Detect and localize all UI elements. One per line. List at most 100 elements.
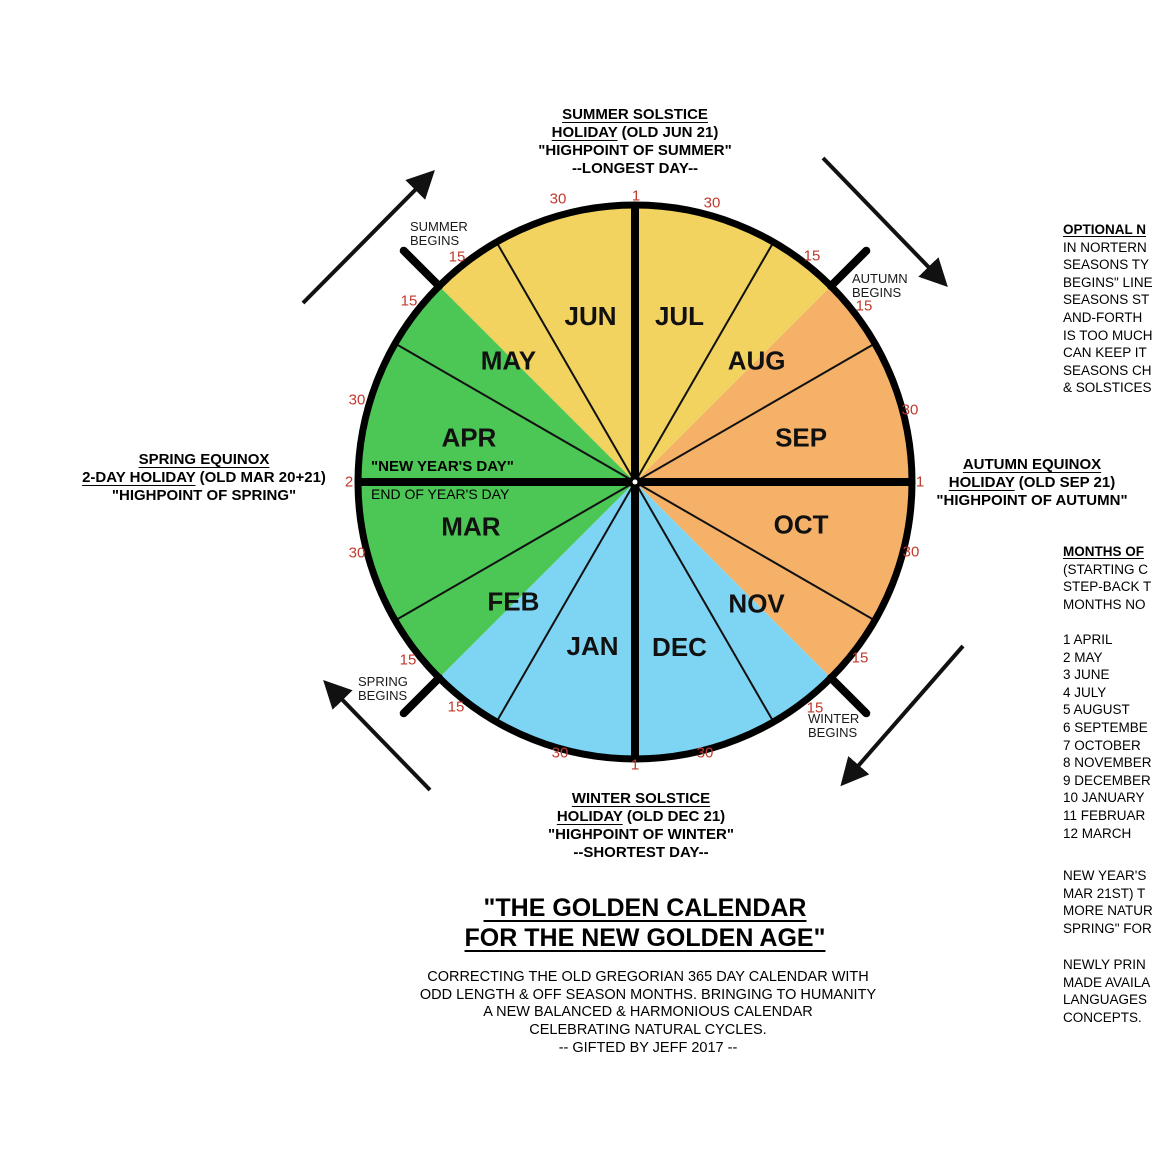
footer-line-3: A NEW BALANCED & HARMONIOUS CALENDAR <box>483 1004 813 1021</box>
month-labels: JUL AUG SEP OCT NOV DEC JAN FEB MAR APR … <box>441 301 828 662</box>
spring-begins-tick <box>399 673 444 718</box>
optional-note-line: & SOLSTICES <box>1063 380 1152 396</box>
spring-equinox-block: SPRING EQUINOX 2-DAY HOLIDAY (OLD MAR 20… <box>44 451 364 505</box>
day-30-jul: 30 <box>704 195 721 212</box>
winter-begins-tick <box>826 673 871 718</box>
title-line-2: FOR THE NEW GOLDEN AGE" <box>464 924 826 952</box>
center-dot <box>632 479 638 485</box>
end-of-years-day-label: END OF YEAR'S DAY <box>371 486 510 502</box>
month-sep: SEP <box>775 423 827 453</box>
autumn-holiday-word: HOLIDAY <box>948 474 1015 491</box>
month-apr: APR <box>441 423 496 453</box>
footer-line-2: ODD LENGTH & OFF SEASON MONTHS. BRINGING… <box>419 986 877 1003</box>
autumn-begins-tick <box>826 246 871 291</box>
day-numbers: 30 1 30 15 15 15 15 30 1 30 15 15 30 1 3… <box>345 188 924 774</box>
new-years-note-line: MAR 21ST) T <box>1063 885 1146 901</box>
footer-line-1: CORRECTING THE OLD GREGORIAN 365 DAY CAL… <box>427 969 869 985</box>
new-years-note-line: NEW YEAR'S <box>1063 868 1147 883</box>
summer-highpoint-line: "HIGHPOINT OF SUMMER" <box>538 142 732 159</box>
months-of-heading: MONTHS OF <box>1063 544 1144 559</box>
day-1-autumn-equinox: 1 <box>916 474 924 491</box>
newly-printed-line: CONCEPTS. <box>1063 1009 1142 1025</box>
day-15-winter-lower: 15 <box>807 700 824 717</box>
day-15-spring-lower: 15 <box>448 699 465 716</box>
clockwise-arrow-bottom-right-icon <box>840 644 965 787</box>
month-jul: JUL <box>655 301 704 331</box>
autumn-begins-label-1: AUTUMN <box>852 271 908 286</box>
wheel-outline <box>354 201 916 763</box>
month-list-item: 11 FEBRUAR <box>1063 807 1146 823</box>
month-list-item: 2 MAY <box>1063 649 1103 665</box>
autumn-holiday-rest: (OLD SEP 21) <box>1014 474 1116 491</box>
month-list-item: 6 SEPTEMBE <box>1063 719 1148 735</box>
month-list-item: 9 DECEMBER <box>1063 772 1151 788</box>
winter-holiday-rest: (OLD DEC 21) <box>622 808 726 825</box>
month-list-item: 4 JULY <box>1063 684 1107 700</box>
spring-equinox-title: SPRING EQUINOX <box>138 451 270 468</box>
day-1-summer-solstice: 1 <box>632 188 640 205</box>
footer-line-4: CELEBRATING NATURAL CYCLES. <box>529 1022 767 1039</box>
months-of-block: MONTHS OF (STARTING C STEP-BACK T MONTHS… <box>1063 543 1159 842</box>
spacer <box>1063 613 1159 631</box>
autumn-equinox-title: AUTUMN EQUINOX <box>962 456 1102 473</box>
spring-begins-label-1: SPRING <box>358 674 408 689</box>
summer-solstice-block: SUMMER SOLSTICE HOLIDAY (OLD JUN 21) "HI… <box>435 106 835 178</box>
season-ticks <box>399 246 871 718</box>
season-begins-labels: SUMMER BEGINS AUTUMN BEGINS SPRING BEGIN… <box>358 219 908 740</box>
optional-note-line: SEASONS CH <box>1063 362 1152 378</box>
title-line-1: "THE GOLDEN CALENDAR <box>483 894 807 922</box>
optional-note-block: OPTIONAL N IN NORTERN SEASONS TY BEGINS"… <box>1063 221 1159 397</box>
day-30-mar: 30 <box>349 545 366 562</box>
day-15-summer-upper: 15 <box>449 249 466 266</box>
new-years-note-line: MORE NATUR <box>1063 903 1153 919</box>
optional-note-line: BEGINS" LINE <box>1063 274 1153 290</box>
month-list-item: 3 JUNE <box>1063 667 1110 683</box>
clockwise-arrow-top-right-icon <box>821 156 948 288</box>
day-30-dec: 30 <box>697 745 714 762</box>
spring-equinox-holiday-line: 2-DAY HOLIDAY (OLD MAR 20+21) <box>44 469 364 487</box>
footer-description: CORRECTING THE OLD GREGORIAN 365 DAY CAL… <box>348 969 948 1058</box>
month-aug: AUG <box>728 345 786 375</box>
month-may: MAY <box>481 345 536 375</box>
newly-printed-block: NEWLY PRIN MADE AVAILA LANGUAGES CONCEPT… <box>1063 956 1159 1026</box>
winter-highpoint-line: "HIGHPOINT OF WINTER" <box>548 826 734 843</box>
new-years-day-label: "NEW YEAR'S DAY" <box>371 458 514 475</box>
summer-holiday-word: HOLIDAY <box>551 124 618 141</box>
month-list-item: 12 MARCH <box>1063 825 1132 841</box>
month-jun: JUN <box>564 301 616 331</box>
day-2-spring-equinox: 2 <box>345 474 353 491</box>
spring-holiday-rest: (OLD MAR 20+21) <box>195 469 326 486</box>
clockwise-arrow-bottom-left-icon <box>323 679 432 792</box>
footer-line-5: -- GIFTED BY JEFF 2017 -- <box>558 1039 738 1056</box>
summer-solstice-holiday-line: HOLIDAY (OLD JUN 21) <box>435 124 835 142</box>
new-years-note-block: NEW YEAR'S MAR 21ST) T MORE NATUR SPRING… <box>1063 867 1159 937</box>
month-list-item: 1 APRIL <box>1063 631 1113 647</box>
month-list-item: 8 NOVEMBER <box>1063 755 1152 771</box>
day-30-jan: 30 <box>552 745 569 762</box>
summer-longest-day-line: --LONGEST DAY-- <box>571 160 699 177</box>
optional-note-line: IN NORTERN <box>1063 239 1147 255</box>
autumn-begins-label-2: BEGINS <box>852 285 901 300</box>
winter-solstice-title: WINTER SOLSTICE <box>571 790 711 807</box>
winter-holiday-word: HOLIDAY <box>556 808 623 825</box>
month-spokes <box>394 241 876 723</box>
spring-begins-label-2: BEGINS <box>358 688 407 703</box>
winter-solstice-holiday-line: HOLIDAY (OLD DEC 21) <box>441 808 841 826</box>
optional-note-heading: OPTIONAL N <box>1063 222 1147 237</box>
day-15-autumn-lower: 15 <box>856 298 873 315</box>
rotation-arrows <box>301 156 965 792</box>
day-15-spring-upper: 15 <box>400 652 417 669</box>
month-list-item: 5 AUGUST <box>1063 702 1130 718</box>
new-years-note-line: SPRING" FOR <box>1063 920 1152 936</box>
day-30-oct: 30 <box>903 544 920 561</box>
optional-note-line: IS TOO MUCH <box>1063 327 1153 343</box>
months-of-line: (STARTING C <box>1063 561 1149 577</box>
day-30-sep: 30 <box>902 402 919 419</box>
autumn-equinox-holiday-line: HOLIDAY (OLD SEP 21) <box>872 474 1159 492</box>
month-nov: NOV <box>728 589 785 619</box>
month-feb: FEB <box>487 587 539 617</box>
months-of-line: STEP-BACK T <box>1063 579 1152 595</box>
day-30-jun-end: 30 <box>550 191 567 208</box>
newly-printed-line: NEWLY PRIN <box>1063 957 1146 972</box>
